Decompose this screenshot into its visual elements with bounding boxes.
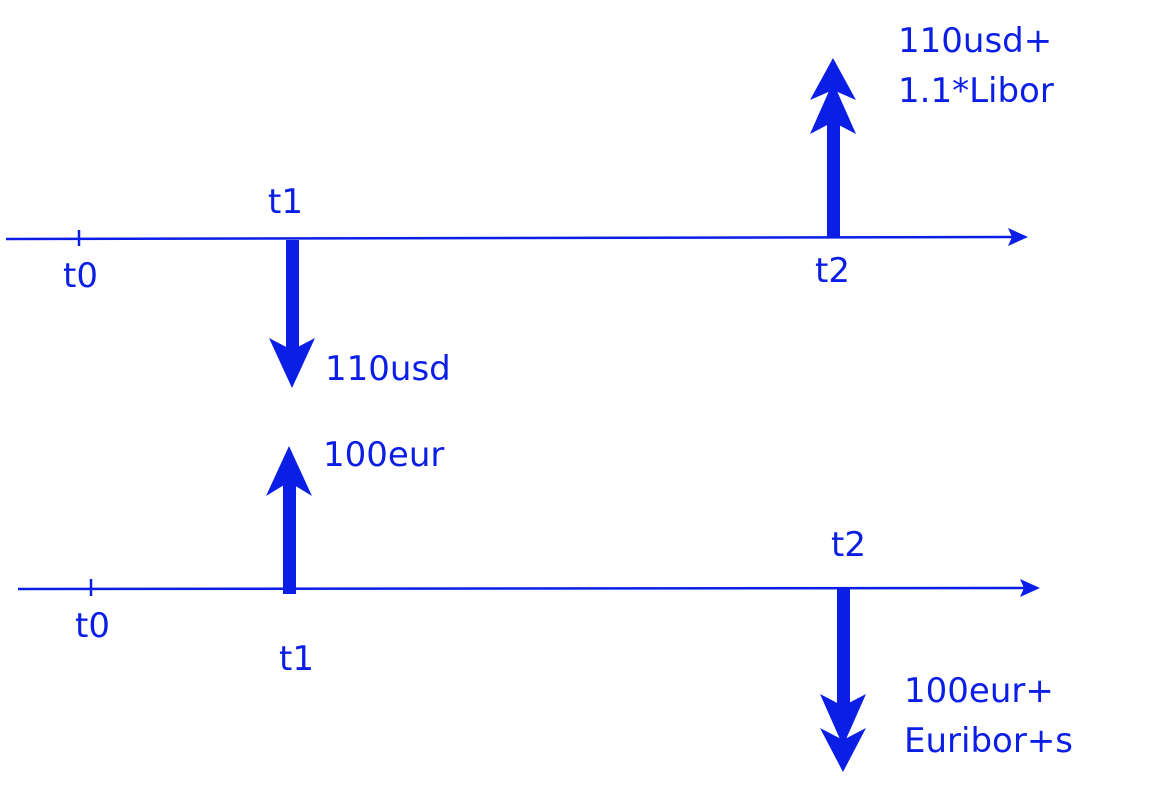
bottom-axis-arrowhead — [1020, 579, 1040, 597]
bottom-timeline: t0 t1 t2 100eur 100eur+ Euribor+s — [17, 435, 1073, 772]
bottom-time-axis — [17, 586, 1025, 591]
bottom-t2-down-arrow — [820, 589, 866, 772]
top-time-axis — [5, 235, 1013, 241]
bottom-t1-up-arrow — [266, 446, 312, 594]
bottom-t2-label: t2 — [831, 525, 866, 565]
bottom-t2-flow-label-line1: 100eur+ — [904, 671, 1054, 711]
top-t1-label: t1 — [268, 182, 303, 222]
top-t2-flow-label-line1: 110usd+ — [898, 21, 1052, 61]
bottom-t0-label: t0 — [75, 606, 110, 646]
top-t1-down-arrow — [269, 240, 315, 388]
top-t2-label: t2 — [815, 251, 850, 291]
top-timeline: t0 t1 t2 110usd 110usd+ 1.1*Libor — [5, 21, 1054, 389]
top-t0-label: t0 — [63, 256, 98, 296]
bottom-t1-flow-label: 100eur — [323, 435, 444, 475]
top-t1-flow-label: 110usd — [325, 349, 451, 389]
bottom-t1-label: t1 — [279, 639, 314, 679]
top-axis-arrowhead — [1008, 228, 1028, 246]
bottom-t2-flow-label-line2: Euribor+s — [904, 721, 1073, 761]
top-t2-flow-label-line2: 1.1*Libor — [898, 71, 1054, 111]
top-t2-up-arrow — [810, 58, 856, 238]
